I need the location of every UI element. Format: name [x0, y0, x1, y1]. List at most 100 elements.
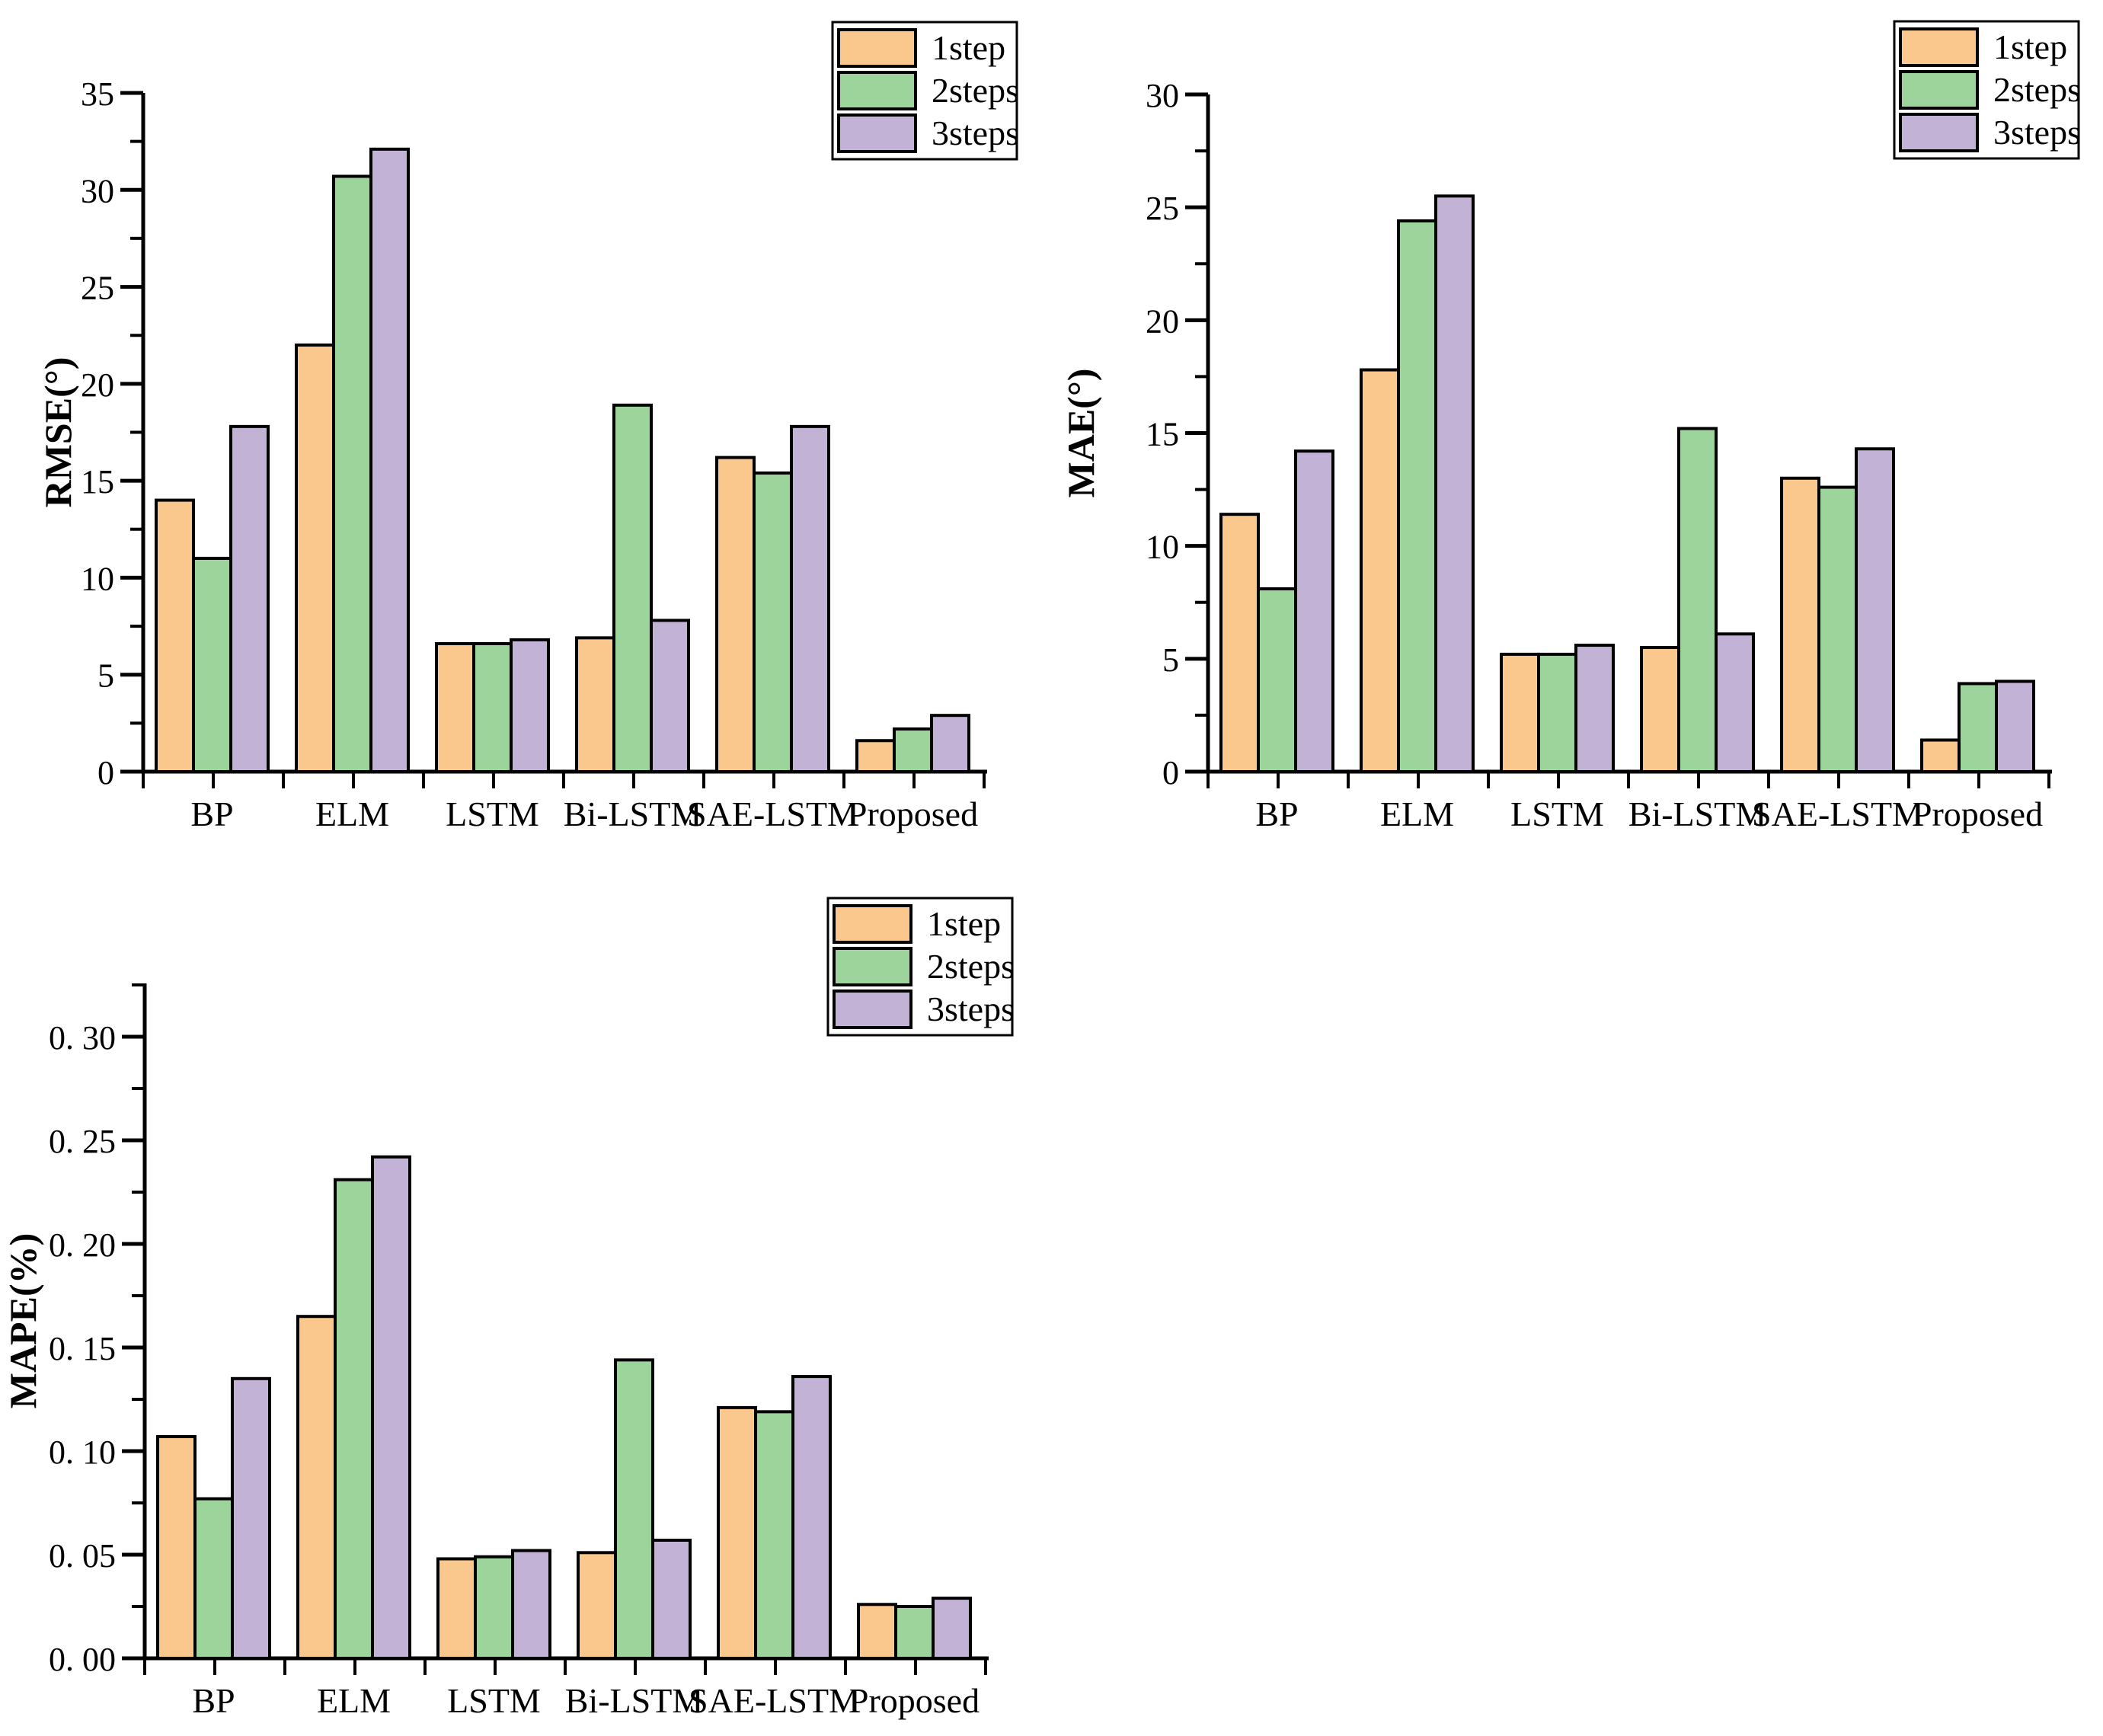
category-label-ELM: ELM: [1380, 794, 1454, 833]
chart-mape: 0. 00 0. 05 0. 10 0. 15 0. 20 0. 25 0. 30 BP ELM…: [2, 897, 1015, 1720]
bar-Bi-LSTM-3steps: [651, 1538, 692, 1660]
y-tick-label: 0: [97, 754, 114, 791]
bar-BP-1step: [156, 1434, 197, 1660]
bar-Bi-LSTM-1step: [575, 636, 615, 773]
legend-label-2steps: 2steps: [1993, 70, 2081, 109]
bar-ELM-2steps: [332, 174, 372, 774]
legend-label-3steps: 3steps: [1993, 113, 2081, 152]
bar-Proposed-1step: [857, 1603, 897, 1661]
y-tick-label: 0. 00: [49, 1641, 116, 1678]
bar-LSTM-3steps: [1574, 644, 1615, 774]
y-tick-label: 15: [81, 463, 114, 500]
legend-swatch-1step: [1899, 27, 1979, 67]
bar-BP-1step: [1219, 513, 1260, 773]
bar-Bi-LSTM-2steps: [612, 403, 653, 773]
category-label-Bi-LSTM: Bi-LSTM: [565, 1681, 703, 1720]
bar-BP-3steps: [231, 1376, 271, 1661]
y-tick-label: 0. 10: [49, 1434, 116, 1471]
bar-Bi-LSTM-3steps: [1715, 632, 1755, 774]
y-tick-label: 30: [1146, 77, 1179, 114]
legend-label-3steps: 3steps: [932, 113, 1019, 152]
bar-BP-1step: [155, 498, 195, 773]
bar-SAE-LSTM-3steps: [790, 424, 830, 773]
legend-label-1step: 1step: [1993, 27, 2067, 66]
y-tick-label: 25: [1146, 190, 1179, 227]
category-label-LSTM: LSTM: [1510, 794, 1604, 833]
chart-rmse: 0 5 10 15 20 25 30 35 BP ELM LSTM Bi-LSTMSAE-LSTMPr…: [37, 21, 1019, 833]
y-tick-label: 10: [1146, 529, 1179, 566]
category-label-Proposed: Proposed: [1913, 794, 2043, 833]
bar-Proposed-3steps: [1995, 679, 2035, 774]
legend-label-1step: 1step: [932, 28, 1005, 67]
legend-label-1step: 1step: [927, 904, 1001, 943]
bar-LSTM-2steps: [472, 641, 513, 773]
category-label-SAE-LSTM: SAE-LSTM: [689, 1681, 860, 1720]
y-tick-label: 20: [81, 366, 114, 404]
bar-Proposed-1step: [855, 739, 896, 773]
category-label-BP: BP: [1255, 794, 1298, 833]
bar-LSTM-3steps: [510, 638, 550, 773]
y-tick-label: 10: [81, 560, 114, 597]
bar-BP-2steps: [1257, 587, 1297, 773]
bar-SAE-LSTM-3steps: [1855, 447, 1895, 773]
category-label-BP: BP: [192, 1681, 235, 1720]
bar-BP-2steps: [193, 1497, 234, 1661]
y-tick-label: 0. 15: [49, 1330, 116, 1367]
chart-mae: 0 5 10 15 20 25 30 BP ELM LSTM Bi-LSTMSAE-LSTMProp…: [1059, 20, 2081, 833]
bar-SAE-LSTM-1step: [717, 1405, 757, 1660]
category-label-ELM: ELM: [315, 794, 389, 833]
y-tick-label: 15: [1146, 416, 1179, 453]
bar-BP-2steps: [192, 556, 232, 773]
bar-LSTM-1step: [1500, 652, 1540, 774]
legend-label-2steps: 2steps: [932, 71, 1019, 110]
category-label-Bi-LSTM: Bi-LSTM: [1628, 794, 1766, 833]
bar-ELM-1step: [296, 1315, 337, 1660]
y-tick-label: 5: [1162, 641, 1179, 679]
bar-Proposed-3steps: [932, 1597, 972, 1661]
legend-swatch-2steps: [1899, 70, 1979, 110]
bar-SAE-LSTM-2steps: [1817, 485, 1858, 773]
legend-swatch-3steps: [1899, 113, 1979, 152]
bar-ELM-2steps: [1397, 219, 1437, 773]
bar-Bi-LSTM-1step: [577, 1551, 617, 1661]
category-label-Proposed: Proposed: [849, 1681, 980, 1720]
bar-SAE-LSTM-2steps: [753, 471, 793, 774]
bar-BP-3steps: [1294, 449, 1334, 773]
bar-LSTM-2steps: [474, 1555, 514, 1660]
y-tick-label: 5: [97, 657, 114, 695]
bar-Bi-LSTM-2steps: [1677, 427, 1718, 773]
legend: 1step 2steps 3steps: [1893, 20, 2081, 160]
legend-swatch-2steps: [837, 71, 917, 110]
bar-SAE-LSTM-3steps: [791, 1375, 832, 1660]
legend-swatch-3steps: [837, 113, 917, 153]
legend-label-3steps: 3steps: [927, 989, 1015, 1028]
bar-ELM-2steps: [334, 1178, 374, 1661]
y-tick-label: 0. 05: [49, 1537, 116, 1575]
y-tick-label: 20: [1146, 302, 1179, 340]
category-label-LSTM: LSTM: [447, 1681, 541, 1720]
category-label-LSTM: LSTM: [446, 794, 539, 833]
y-axis-title: MAPE(%): [2, 1233, 44, 1409]
category-label-SAE-LSTM: SAE-LSTM: [687, 794, 858, 833]
y-tick-label: 25: [81, 270, 114, 307]
bar-Proposed-2steps: [894, 1605, 935, 1660]
y-tick-label: 0. 30: [49, 1019, 116, 1057]
category-label-BP: BP: [190, 794, 233, 833]
bar-ELM-3steps: [369, 147, 410, 773]
y-tick-label: 0. 20: [49, 1226, 116, 1264]
y-tick-label: 35: [81, 75, 114, 113]
legend-swatch-3steps: [833, 989, 912, 1029]
bar-LSTM-3steps: [511, 1549, 551, 1661]
y-tick-label: 30: [81, 172, 114, 209]
legend-swatch-2steps: [833, 947, 912, 986]
category-label-Bi-LSTM: Bi-LSTM: [564, 794, 702, 833]
bar-SAE-LSTM-1step: [715, 456, 756, 773]
bar-ELM-3steps: [1434, 194, 1475, 774]
bar-ELM-1step: [1360, 368, 1400, 773]
legend-label-2steps: 2steps: [927, 947, 1015, 986]
legend-swatch-1step: [837, 28, 917, 68]
bar-Bi-LSTM-2steps: [614, 1358, 654, 1660]
